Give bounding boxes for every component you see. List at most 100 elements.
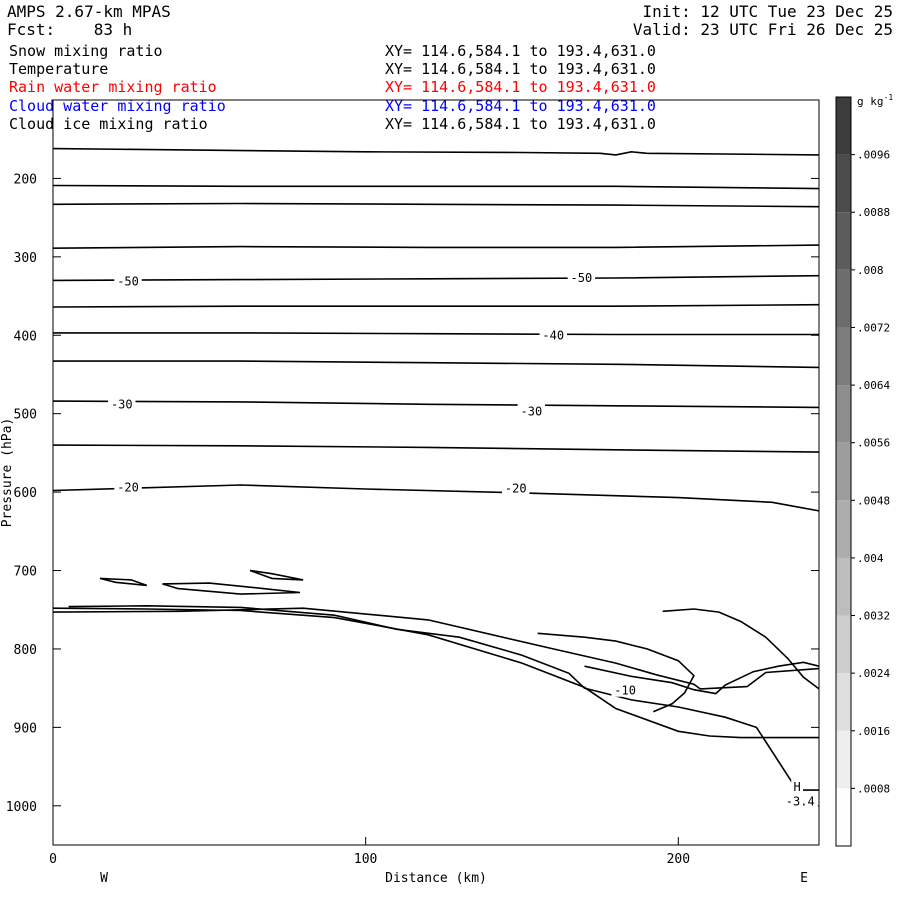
header-right: Init: 12 UTC Tue 23 Dec 25 Valid: 23 UTC…: [633, 3, 893, 39]
colorbar-label: .0064: [857, 379, 890, 392]
init-time: Init: 12 UTC Tue 23 Dec 25: [642, 2, 893, 21]
contour-label: -30: [111, 397, 133, 411]
temperature-contour-line: [52, 202, 820, 208]
contour-label-bg: [539, 326, 567, 342]
west-label: W: [100, 871, 108, 886]
x-tick-label: 100: [354, 852, 377, 867]
colorbar-segment: [836, 385, 851, 443]
y-tick-label: 1000: [6, 800, 37, 815]
temperature-contour-line: [99, 577, 148, 587]
field-legend-row: Snow mixing ratio XY= 114.6,584.1 to 193.…: [9, 42, 709, 60]
contour-label-bg: [782, 792, 818, 808]
colorbar-segment: [836, 615, 851, 674]
y-axis-label: Pressure (hPa): [0, 418, 15, 528]
contour-label-bg: [611, 681, 639, 697]
temperature-contour-line: [662, 608, 820, 690]
temperature-contour-line: [52, 607, 820, 690]
colorbar-label: .008: [857, 264, 884, 277]
colorbar-segment: [836, 154, 851, 213]
temperature-contour-line: [249, 569, 304, 581]
temperature-contour-line: [52, 444, 820, 453]
colorbar-unit-base: g kg: [857, 95, 884, 108]
field-name: Snow mixing ratio: [9, 42, 163, 60]
y-tick-label: 300: [14, 251, 37, 266]
plot-frame: [52, 99, 820, 846]
colorbar-segment: [836, 327, 851, 386]
colorbar-segment: [836, 788, 851, 846]
field-legend: Snow mixing ratio XY= 114.6,584.1 to 193.…: [9, 42, 709, 133]
y-tick-label: 800: [14, 643, 37, 658]
temperature-contour-line: [52, 184, 820, 190]
colorbar-segment: [836, 730, 851, 789]
contour-label-bg: [108, 395, 136, 411]
colorbar-label: .0008: [857, 782, 890, 795]
contour-label: H: [793, 780, 800, 794]
y-tick-label: 500: [14, 408, 37, 423]
colorbar-segment: [836, 442, 851, 501]
colorbar-label: .0048: [857, 494, 890, 507]
contour-label: -40: [542, 328, 564, 342]
field-legend-row: Cloud ice mixing ratio XY= 114.6,584.1 to…: [9, 115, 709, 133]
y-tick-label: 900: [14, 721, 37, 736]
contour-label: -20: [505, 481, 527, 495]
temperature-contour-line: [52, 607, 819, 739]
field-name: Rain water mixing ratio: [9, 78, 217, 97]
colorbar-segment: [836, 269, 851, 328]
temperature-contour-line: [52, 147, 820, 156]
y-tick-label: 700: [14, 565, 37, 580]
colorbar-segment: [836, 97, 851, 155]
forecast-hour: Fcst: 83 h: [7, 20, 133, 39]
contour-label-bg: [517, 402, 546, 418]
temperature-contour-line: [52, 400, 820, 409]
temperature-contour-line: [52, 274, 820, 282]
field-legend-row: Cloud water mixing ratio XY= 114.6,584.1 …: [9, 97, 709, 115]
field-xy-range: XY= 114.6,584.1 to 193.4,631.0: [385, 78, 656, 97]
temperature-contour-line: [53, 360, 820, 369]
y-tick-label: 200: [14, 172, 37, 187]
field-xy-range: XY= 114.6,584.1 to 193.4,631.0: [385, 114, 656, 133]
header-left: AMPS 2.67-km MPAS Fcst: 83 h: [7, 3, 171, 39]
temperature-contour-line: [537, 632, 695, 713]
colorbar-unit: g kg-1: [857, 93, 893, 108]
contour-label: -30: [521, 405, 543, 419]
contour-label-bg: [567, 269, 596, 285]
colorbar-label: .0032: [857, 610, 890, 623]
colorbar-unit-exponent: -1: [884, 93, 894, 102]
contour-label: -3.4: [786, 794, 815, 808]
x-tick-label: 200: [667, 852, 690, 867]
temperature-contour-line: [162, 582, 301, 595]
field-xy-range: XY= 114.6,584.1 to 193.4,631.0: [385, 60, 656, 79]
contour-label-bg: [502, 479, 530, 495]
contour-label: -50: [571, 271, 593, 285]
colorbar-label: .0056: [857, 437, 890, 450]
x-axis-label: Distance (km): [385, 871, 487, 886]
y-tick-label: 600: [14, 486, 37, 501]
contour-label: -50: [117, 274, 139, 288]
colorbar-label: .0016: [857, 725, 890, 738]
colorbar-label: .0088: [857, 206, 890, 219]
field-name: Temperature: [9, 60, 109, 79]
y-tick-label: 400: [14, 329, 37, 344]
temperature-contour-line: [53, 332, 819, 336]
contour-label-bg: [791, 778, 804, 794]
colorbar-segment: [836, 673, 851, 731]
colorbar-frame: [835, 96, 852, 847]
colorbar-label: .0072: [857, 321, 890, 334]
colorbar-segment: [836, 212, 851, 270]
east-label: E: [800, 871, 808, 886]
temperature-contour-line: [52, 244, 820, 249]
contour-label: -20: [117, 481, 139, 495]
contour-label-bg: [114, 478, 142, 494]
colorbar-label: .0096: [857, 149, 890, 162]
model-name: AMPS 2.67-km MPAS: [7, 2, 171, 21]
field-legend-row: Rain water mixing ratio XY= 114.6,584.1 t…: [9, 78, 709, 96]
temperature-contour-line: [68, 604, 819, 791]
temperature-contour-line: [52, 303, 820, 308]
contour-label: -10: [614, 684, 636, 698]
field-xy-range: XY= 114.6,584.1 to 193.4,631.0: [385, 42, 656, 60]
field-name: Cloud ice mixing ratio: [9, 114, 208, 133]
field-name: Cloud water mixing ratio: [9, 96, 226, 115]
field-xy-range: XY= 114.6,584.1 to 193.4,631.0: [385, 96, 656, 115]
x-tick-label: 0: [49, 852, 57, 867]
temperature-contour-line: [52, 484, 820, 512]
